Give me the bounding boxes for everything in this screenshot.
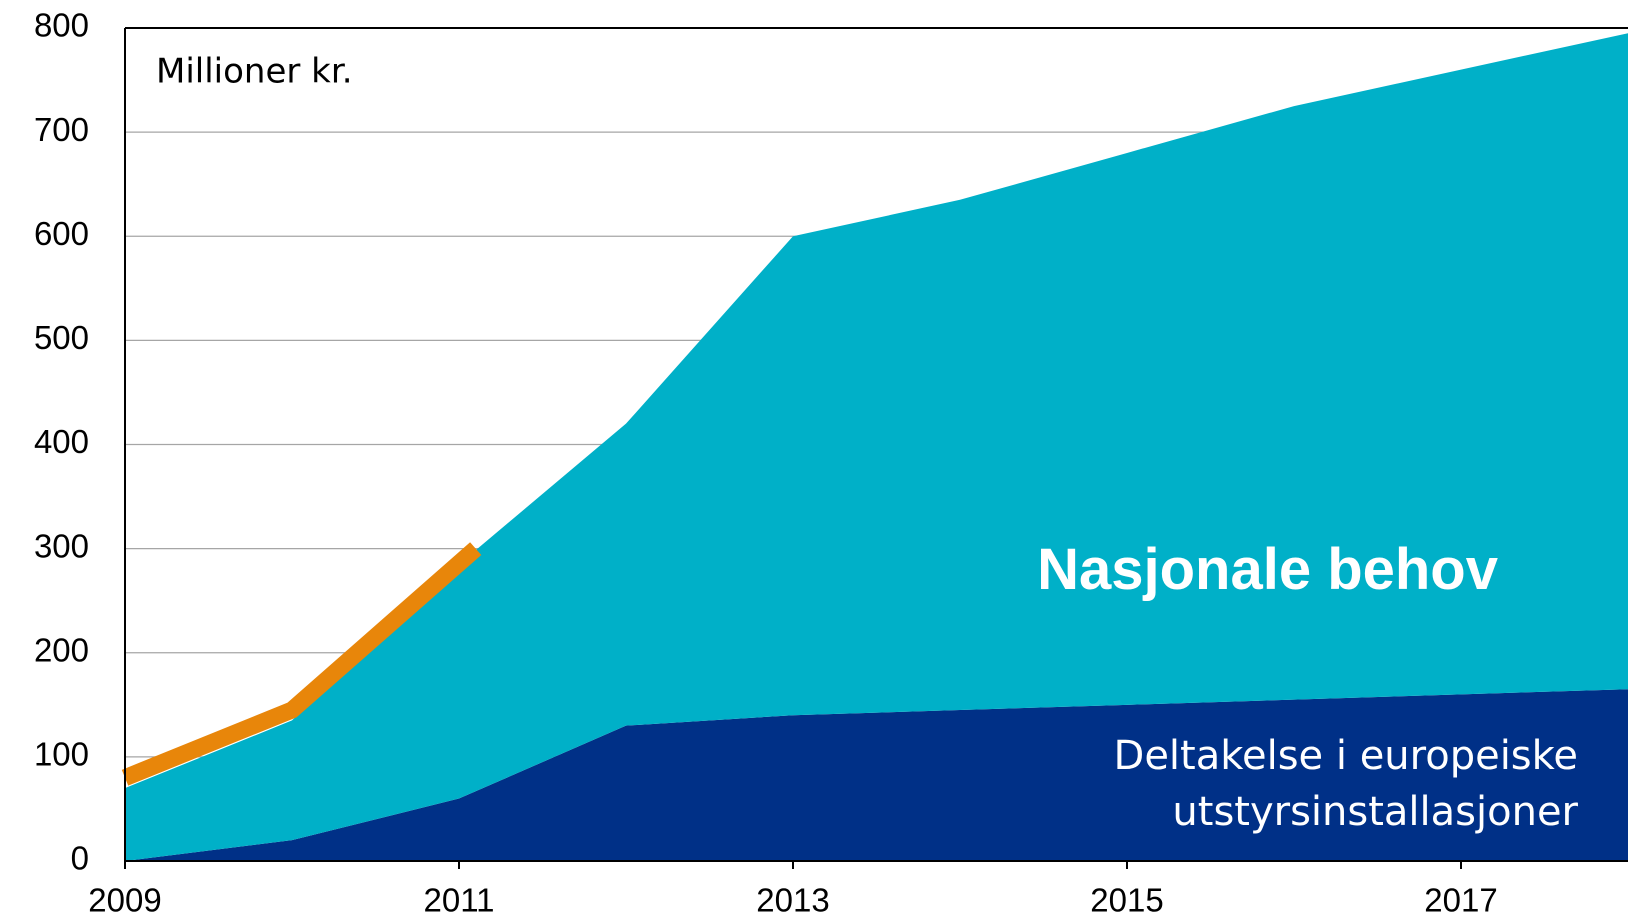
y-tick-label: 500 [34,319,89,356]
y-tick-label: 0 [71,840,89,877]
y-tick-label: 700 [34,111,89,148]
series-label: Nasjonale behov [1037,537,1498,602]
y-tick-label: 400 [34,423,89,460]
area [125,33,1628,862]
x-tick-label: 2015 [1090,882,1163,919]
y-tick-label: 200 [34,631,89,668]
line [121,542,482,786]
x-tick-label: 2011 [424,882,495,919]
y-tick-label: 800 [34,7,89,44]
y-tick-label: 600 [34,215,89,252]
y-tick-label: 300 [34,527,89,564]
unit-annotation: Millioner kr. [156,52,353,92]
area [125,689,1628,861]
x-tick-label: 2009 [88,882,161,919]
x-tick-label: 2017 [1424,882,1497,919]
x-tick-label: 2013 [756,882,829,919]
y-tick-label: 100 [34,736,89,773]
series-label: Deltakelse i europeiske utstyrsinstallas… [1113,733,1578,835]
